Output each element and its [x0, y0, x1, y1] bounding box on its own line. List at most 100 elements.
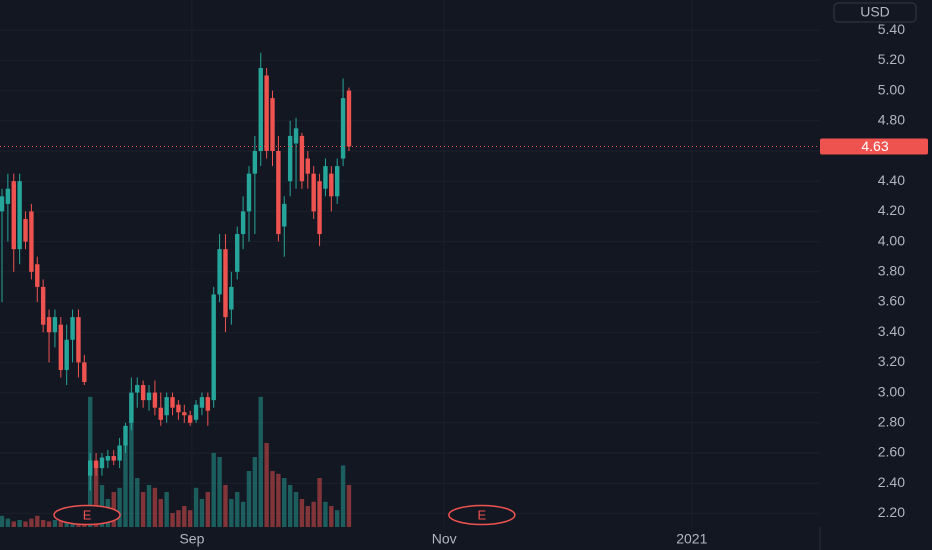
candle-body — [305, 158, 310, 174]
candle-body — [317, 181, 322, 235]
volume-bar — [29, 518, 34, 527]
candle-body — [52, 317, 58, 333]
candle-body — [287, 135, 293, 182]
candle-body — [35, 264, 40, 287]
volume-bar — [305, 506, 310, 527]
candle-body — [182, 412, 187, 416]
candle-body — [311, 173, 316, 212]
volume-bar — [117, 487, 122, 527]
candle-body — [205, 397, 211, 411]
candle-body — [293, 128, 299, 144]
volume-bar — [205, 492, 211, 527]
volume-bar — [40, 520, 46, 527]
candle-body — [152, 392, 158, 408]
volume-bar — [317, 478, 322, 527]
y-tick-label: 2.80 — [878, 414, 905, 430]
candle-body — [199, 397, 205, 408]
volume-bar — [334, 510, 340, 527]
candle-body — [58, 324, 64, 370]
candle-body — [146, 392, 152, 401]
volume-bar — [252, 457, 258, 527]
currency[interactable]: USD — [860, 4, 890, 20]
volume-bar — [135, 478, 140, 527]
y-tick-label: 3.20 — [878, 353, 905, 369]
volume-bar — [311, 501, 316, 527]
candle-body — [252, 151, 258, 174]
volume-bar — [264, 443, 269, 527]
volume-bar — [11, 521, 16, 527]
candle-body — [258, 67, 263, 152]
candle-body — [329, 173, 334, 197]
volume-bar — [129, 394, 134, 527]
volume-bar — [270, 471, 275, 527]
volume-bar — [182, 506, 187, 527]
volume-bar — [293, 492, 299, 527]
candle-body — [11, 181, 16, 250]
candle-body — [246, 173, 252, 212]
volume-bar — [223, 485, 228, 527]
candle-body — [105, 456, 111, 461]
volume-bar — [193, 487, 199, 527]
y-tick-label: 5.40 — [878, 21, 905, 37]
volume-bar — [164, 492, 169, 527]
volume-bar — [211, 452, 216, 527]
candle-body — [264, 75, 269, 152]
volume-bar — [299, 499, 305, 527]
volume-bar — [146, 485, 152, 527]
currency-box[interactable] — [833, 2, 917, 23]
candle-body — [187, 415, 193, 423]
y-tick-label: 4.20 — [878, 202, 905, 218]
candle-body — [46, 317, 52, 333]
candle-body — [93, 460, 99, 469]
candle-body — [29, 211, 34, 272]
candle-body — [323, 166, 328, 189]
event-marker — [448, 504, 516, 526]
candle-body — [346, 90, 352, 147]
candle-body — [64, 339, 69, 370]
candle-body — [17, 181, 22, 250]
candle-body — [340, 98, 346, 159]
candle-body — [158, 407, 163, 420]
candle-body — [240, 211, 246, 235]
y-tick-label: 4.80 — [878, 112, 905, 128]
candle-body — [117, 445, 122, 461]
y-tick-label: 2.60 — [878, 444, 905, 460]
candle-body — [282, 203, 287, 227]
candle-body — [111, 456, 116, 461]
y-tick-label: 2.40 — [878, 474, 905, 490]
volume-bar — [123, 443, 128, 527]
x-tick-label: 2021 — [676, 531, 707, 547]
candle-body — [211, 294, 216, 401]
candle-body — [76, 317, 81, 363]
y-tick-label: 3.80 — [878, 263, 905, 279]
y-tick-label: 2.20 — [878, 504, 905, 520]
volume-bar — [0, 515, 5, 527]
volume-bar — [217, 457, 222, 527]
candle-body — [135, 385, 140, 393]
y-tick-label: 4.40 — [878, 172, 905, 188]
candle-body — [193, 404, 199, 420]
volume-bar — [58, 518, 64, 527]
event-label: E — [478, 507, 487, 522]
event-marker — [53, 504, 121, 526]
volume-bar — [23, 521, 28, 527]
candle-body — [176, 404, 181, 413]
candle-body — [235, 234, 240, 272]
volume-bar — [346, 485, 352, 527]
candle-body — [140, 385, 146, 401]
y-tick-label: 3.40 — [878, 323, 905, 339]
candle-body — [82, 362, 87, 383]
volume-bar — [52, 520, 58, 527]
volume-bar — [176, 510, 181, 527]
volume-bar — [140, 492, 146, 527]
x-tick-label: Nov — [432, 531, 457, 547]
volume-bar — [323, 501, 328, 527]
candle-body — [217, 249, 222, 295]
volume-bar — [229, 499, 234, 527]
candle-body — [334, 166, 340, 197]
candle-body — [270, 98, 275, 152]
volume-bar — [282, 478, 287, 527]
volume-bar — [170, 513, 175, 527]
